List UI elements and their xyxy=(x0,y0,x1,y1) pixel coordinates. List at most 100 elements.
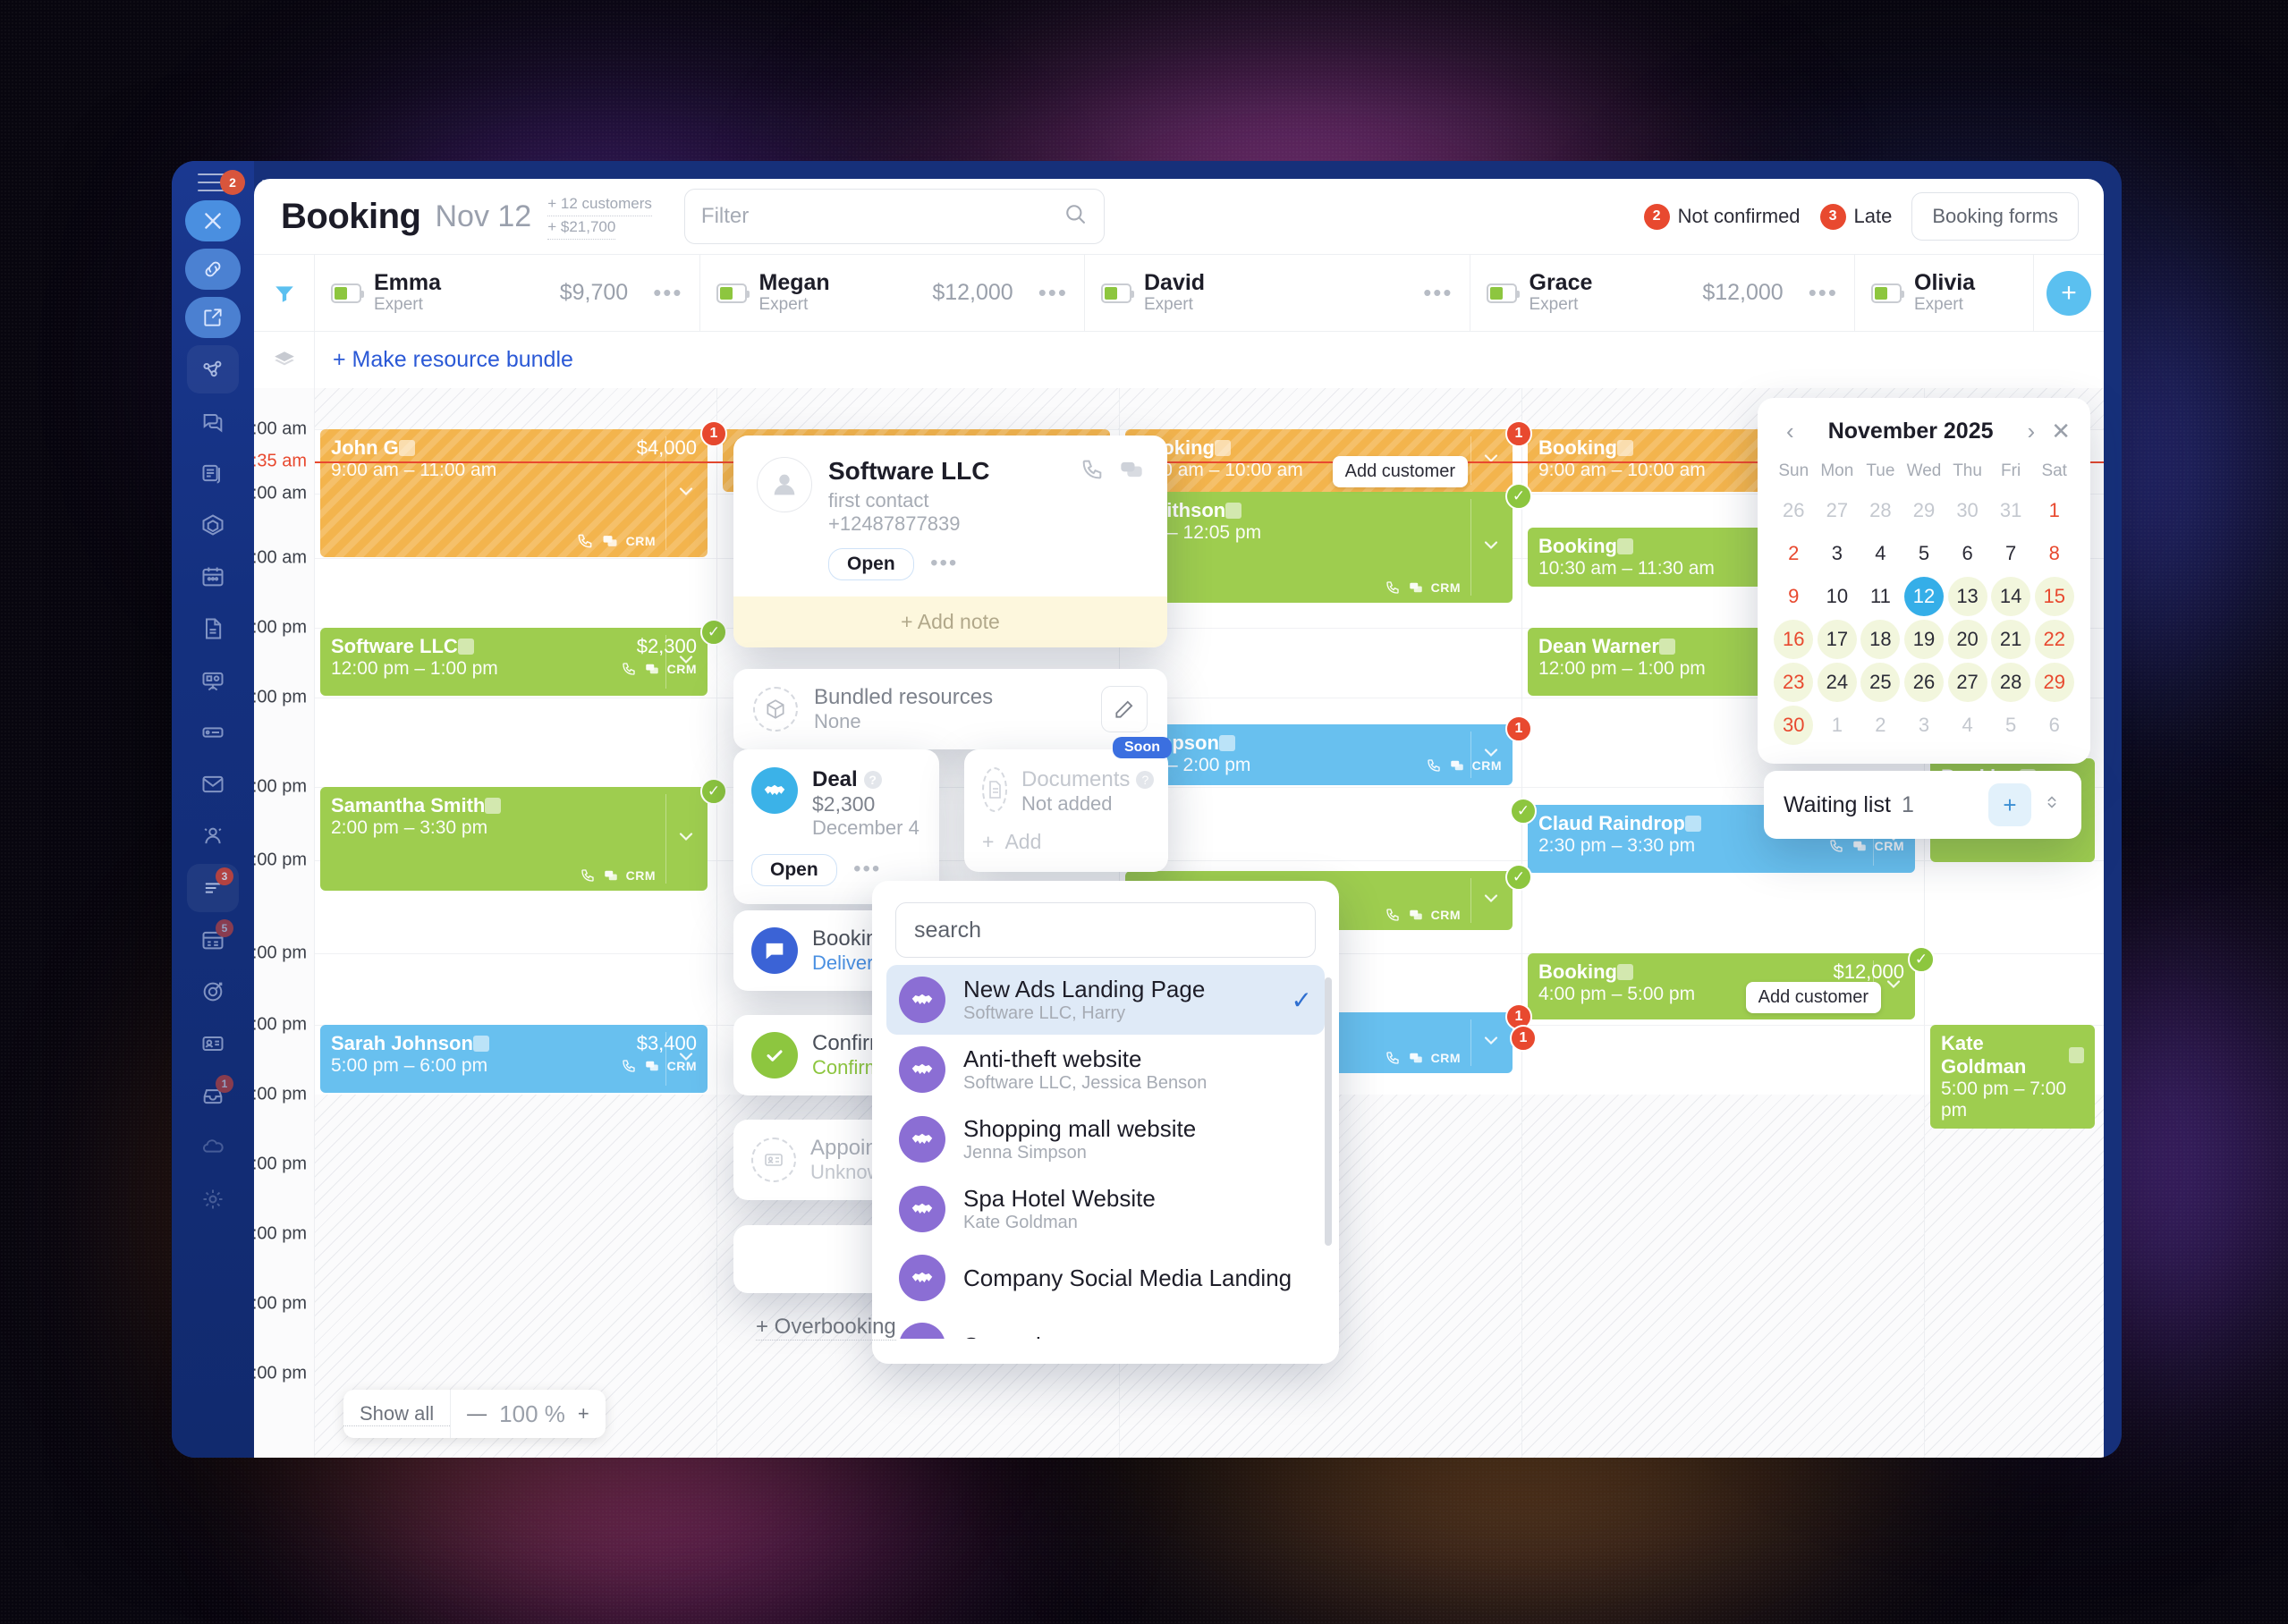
event-simpson[interactable]: Simpson pm – 2:00 pm CRM xyxy=(1125,724,1513,785)
resource-column-emma[interactable]: Emma Expert $9,700 ••• xyxy=(315,255,700,331)
link-button[interactable] xyxy=(185,249,241,290)
zoom-out-button[interactable]: — xyxy=(467,1402,487,1425)
sidebar-item-cards[interactable] xyxy=(187,449,239,497)
contact-open-button[interactable]: Open xyxy=(828,548,914,580)
chevron-down-icon[interactable] xyxy=(675,480,697,506)
sidebar-item-presentation[interactable] xyxy=(187,656,239,705)
chevron-down-icon[interactable] xyxy=(1480,448,1502,474)
search-input[interactable]: search xyxy=(895,902,1316,958)
help-icon[interactable]: ? xyxy=(863,771,882,789)
sidebar-item-settings[interactable] xyxy=(187,1175,239,1223)
deal-more-icon[interactable]: ••• xyxy=(853,857,882,881)
calendar-day[interactable]: 30 xyxy=(1945,490,1989,531)
calendar-day[interactable]: 27 xyxy=(1816,490,1860,531)
calendar-day[interactable]: 17 xyxy=(1816,619,1860,660)
list-item[interactable]: New Ads Landing Page Software LLC, Harry… xyxy=(886,965,1325,1035)
chevron-down-icon[interactable] xyxy=(675,649,697,675)
sidebar-item-hexagon[interactable] xyxy=(187,501,239,549)
calendar-day[interactable]: 29 xyxy=(2032,662,2076,703)
help-icon[interactable]: ? xyxy=(1136,771,1155,789)
sidebar-item-schedule[interactable]: 5 xyxy=(187,916,239,964)
event-sarah-johnson[interactable]: Sarah Johnson $3,400 5:00 pm – 6:00 pm C… xyxy=(320,1025,708,1093)
calendar-day[interactable]: 21 xyxy=(1989,619,2033,660)
calendar-day[interactable]: 28 xyxy=(1989,662,2033,703)
zoom-in-button[interactable]: + xyxy=(577,1402,589,1425)
not-confirmed-counter[interactable]: 2 Not confirmed xyxy=(1643,203,1801,230)
resource-more-icon[interactable]: ••• xyxy=(653,279,683,306)
chat-icon[interactable] xyxy=(1119,457,1144,580)
sidebar-item-mail[interactable] xyxy=(187,760,239,808)
calendar-day[interactable]: 25 xyxy=(1859,662,1902,703)
event-kate-goldman[interactable]: Kate Goldman 5:00 pm – 7:00 pm xyxy=(1930,1025,2095,1129)
booking-forms-button[interactable]: Booking forms xyxy=(1911,192,2079,241)
chevron-down-icon[interactable] xyxy=(1480,742,1502,768)
filter-funnel-icon[interactable] xyxy=(254,255,315,331)
open-external-button[interactable] xyxy=(185,297,241,338)
sidebar-item-storage[interactable] xyxy=(187,708,239,757)
edit-pencil-icon[interactable] xyxy=(1101,686,1148,732)
calendar-day[interactable]: 30 xyxy=(1772,705,1816,746)
resource-more-icon[interactable]: ••• xyxy=(1808,279,1838,306)
page-date[interactable]: Nov 12 xyxy=(435,199,532,233)
menu-hamburger-icon[interactable] xyxy=(198,173,228,191)
add-to-waiting-list-button[interactable]: + xyxy=(1988,783,2031,826)
sidebar-item-calendar[interactable] xyxy=(187,553,239,601)
calendar-day[interactable]: 4 xyxy=(1945,705,1989,746)
event-software-llc[interactable]: Software LLC $2,300 12:00 pm – 1:00 pm C… xyxy=(320,628,708,696)
sidebar-item-chat[interactable] xyxy=(187,397,239,445)
chevron-down-icon[interactable] xyxy=(675,826,697,852)
sidebar-item-inbox[interactable]: 1 xyxy=(187,1071,239,1120)
search-icon[interactable] xyxy=(1063,201,1088,233)
list-item[interactable]: Spa Hotel Website Kate Goldman xyxy=(886,1174,1325,1244)
filter-input[interactable]: Filter xyxy=(683,189,1105,244)
calendar-day[interactable]: 7 xyxy=(1989,533,2033,574)
calendar-day[interactable]: 26 xyxy=(1772,490,1816,531)
resource-more-icon[interactable]: ••• xyxy=(1423,279,1453,306)
chevron-down-icon[interactable] xyxy=(1883,974,1904,1000)
calendar-day[interactable]: 11 xyxy=(1859,576,1902,617)
resource-more-icon[interactable]: ••• xyxy=(1038,279,1068,306)
list-item[interactable]: Susan banners xyxy=(886,1312,1325,1339)
event-samantha-smith[interactable]: Samantha Smith 2:00 pm – 3:30 pm CRM xyxy=(320,787,708,891)
calendar-day[interactable]: 13 xyxy=(1945,576,1989,617)
add-resource-button[interactable]: + xyxy=(2034,255,2104,331)
make-resource-bundle-link[interactable]: + Make resource bundle xyxy=(333,347,573,372)
close-panel-button[interactable] xyxy=(185,200,241,241)
calendar-day[interactable]: 8 xyxy=(2032,533,2076,574)
calendar-day[interactable]: 26 xyxy=(1902,662,1946,703)
add-customer-button[interactable]: Add customer xyxy=(1332,456,1468,487)
calendar-day[interactable]: 27 xyxy=(1945,662,1989,703)
deal-open-button[interactable]: Open xyxy=(751,854,837,886)
add-note-button[interactable]: + Add note xyxy=(733,596,1167,647)
sidebar-item-id-card[interactable] xyxy=(187,1019,239,1068)
prev-month-button[interactable]: ‹ xyxy=(1786,418,1794,444)
add-customer-button[interactable]: Add customer xyxy=(1745,982,1881,1013)
sort-icon[interactable] xyxy=(2042,792,2062,817)
sidebar-item-automation[interactable] xyxy=(187,345,239,393)
resource-column-grace[interactable]: Grace Expert $12,000 ••• xyxy=(1470,255,1855,331)
calendar-day[interactable]: 4 xyxy=(1859,533,1902,574)
sidebar-item-contacts[interactable] xyxy=(187,812,239,860)
calendar-day[interactable]: 1 xyxy=(1816,705,1860,746)
chevron-down-icon[interactable] xyxy=(675,1046,697,1072)
calendar-day[interactable]: 31 xyxy=(1989,490,2033,531)
calendar-day[interactable]: 2 xyxy=(1859,705,1902,746)
calendar-day[interactable]: 18 xyxy=(1859,619,1902,660)
calendar-day[interactable]: 1 xyxy=(2032,490,2076,531)
calendar-day[interactable]: 16 xyxy=(1772,619,1816,660)
close-icon[interactable]: ✕ xyxy=(2051,418,2071,444)
calendar-day[interactable]: 23 xyxy=(1772,662,1816,703)
calendar-day[interactable]: 28 xyxy=(1859,490,1902,531)
calendar-day[interactable]: 12 xyxy=(1902,576,1946,617)
show-all-button[interactable]: Show all xyxy=(343,1402,451,1426)
calendar-day[interactable]: 10 xyxy=(1816,576,1860,617)
calendar-day[interactable]: 24 xyxy=(1816,662,1860,703)
event-smithson[interactable]: Smithson am – 12:05 pm CRM xyxy=(1125,492,1513,603)
layers-icon[interactable] xyxy=(254,332,315,388)
calendar-day[interactable]: 22 xyxy=(2032,619,2076,660)
resource-column-david[interactable]: David Expert ••• xyxy=(1085,255,1470,331)
calendar-day[interactable]: 9 xyxy=(1772,576,1816,617)
sidebar-item-cloud[interactable] xyxy=(187,1123,239,1171)
next-month-button[interactable]: › xyxy=(2027,418,2036,444)
contact-more-icon[interactable]: ••• xyxy=(930,551,959,575)
